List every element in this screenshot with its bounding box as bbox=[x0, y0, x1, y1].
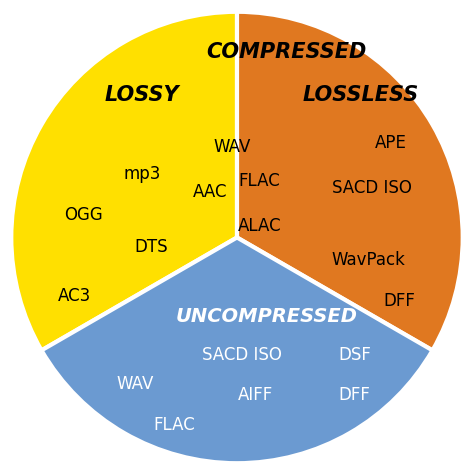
Text: AC3: AC3 bbox=[58, 287, 91, 305]
Text: APE: APE bbox=[374, 133, 406, 152]
Text: DFF: DFF bbox=[338, 387, 370, 405]
Text: DTS: DTS bbox=[135, 238, 168, 256]
Text: OGG: OGG bbox=[64, 206, 103, 224]
Text: DSF: DSF bbox=[338, 346, 371, 364]
Wedge shape bbox=[42, 238, 432, 463]
Text: AIFF: AIFF bbox=[237, 387, 273, 405]
Text: UNCOMPRESSED: UNCOMPRESSED bbox=[175, 307, 357, 326]
Wedge shape bbox=[11, 12, 237, 351]
Text: WAV: WAV bbox=[117, 375, 154, 393]
Text: FLAC: FLAC bbox=[153, 416, 195, 434]
Wedge shape bbox=[237, 12, 463, 351]
Text: WAV: WAV bbox=[214, 138, 251, 156]
Text: ALAC: ALAC bbox=[238, 217, 282, 235]
Text: LOSSLESS: LOSSLESS bbox=[303, 86, 419, 105]
Text: WavPack: WavPack bbox=[331, 251, 405, 269]
Text: COMPRESSED: COMPRESSED bbox=[207, 42, 367, 62]
Text: FLAC: FLAC bbox=[239, 172, 281, 190]
Text: DFF: DFF bbox=[383, 292, 415, 310]
Text: mp3: mp3 bbox=[124, 165, 161, 183]
Text: SACD ISO: SACD ISO bbox=[332, 179, 412, 197]
Text: LOSSY: LOSSY bbox=[105, 86, 180, 105]
Text: SACD ISO: SACD ISO bbox=[201, 346, 282, 364]
Text: AAC: AAC bbox=[192, 183, 227, 201]
